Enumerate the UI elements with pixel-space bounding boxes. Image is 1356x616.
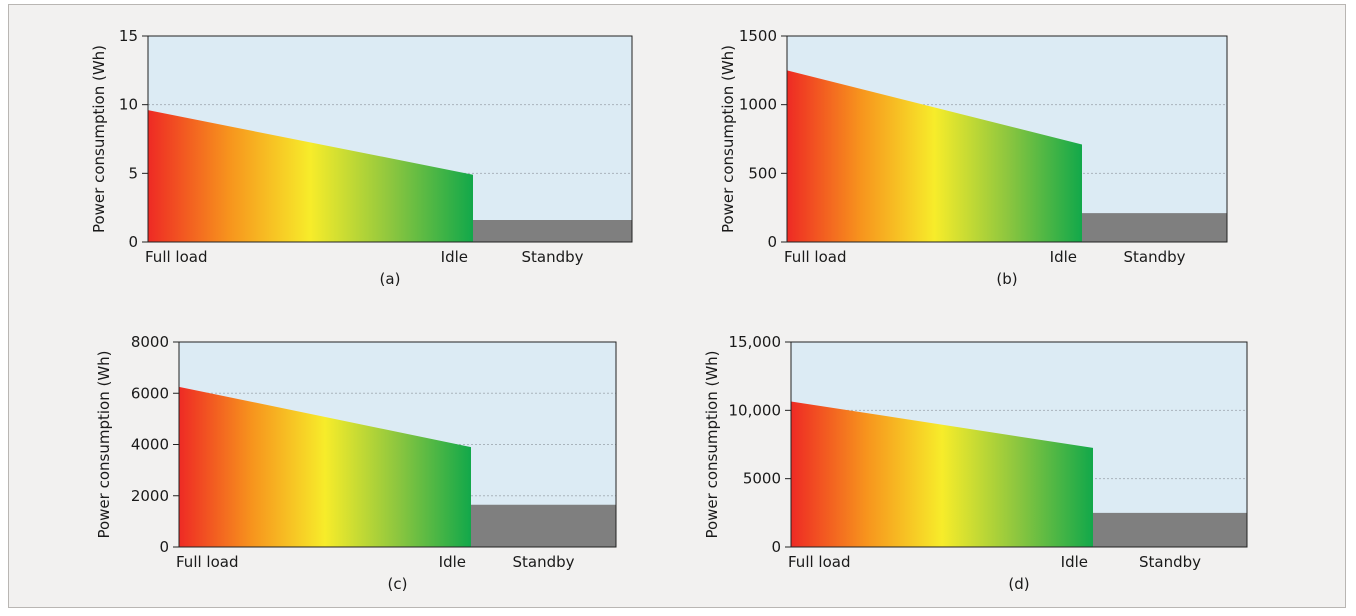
panel-c-y-tick-label: 2000: [131, 487, 169, 505]
panel-c-y-tick-label: 4000: [131, 436, 169, 454]
panel-a-y-tick-label: 15: [119, 27, 138, 45]
panel-d-standby-area: [1093, 512, 1247, 547]
panel-d-load-area: [791, 401, 1093, 547]
panel-d-axes-frame: [790, 341, 1248, 548]
panel-b-caption: (b): [996, 270, 1017, 288]
panel-d-y-tick-label: 0: [771, 538, 781, 556]
panel-a-x-tick-label: Full load: [145, 248, 207, 266]
panel-a-standby-area: [473, 220, 632, 242]
panel-c-y-tick-label: 0: [159, 538, 169, 556]
panel-c-x-tick-label: Idle: [439, 553, 466, 571]
panel-b-standby-area: [1082, 213, 1227, 242]
panel-c-caption: (c): [388, 575, 408, 593]
panel-c-y-tick-label: 8000: [131, 333, 169, 351]
panel-b-x-tick-label: Standby: [1123, 248, 1185, 266]
panel-a-caption: (a): [380, 270, 401, 288]
panel-c-x-tick-label: Standby: [512, 553, 574, 571]
figure-frame: 0 5 10 15 Power consumption (Wh) Full load Idl…: [8, 4, 1346, 608]
panel-a-axes-frame: [147, 35, 633, 243]
panel-d-x-tick-label: Full load: [788, 553, 850, 571]
panel-b-y-tick-label: 1500: [739, 27, 777, 45]
panel-d-y-tick-label: 15,000: [729, 333, 782, 351]
panel-a-y-axis-label: Power consumption (Wh): [90, 45, 108, 233]
panel-a-y-tick-label: 0: [128, 233, 138, 251]
panel-d-caption: (d): [1008, 575, 1029, 593]
panel-b-y-tick-label: 1000: [739, 96, 777, 114]
panel-a-x-tick-label: Idle: [441, 248, 468, 266]
panel-b-load-area: [787, 70, 1082, 242]
figure-svg: 0 5 10 15 Power consumption (Wh) Full load Idl…: [90, 27, 1248, 593]
panel-d-x-tick-label: Standby: [1139, 553, 1201, 571]
panel-a-y-tick-label: 10: [119, 96, 138, 114]
panel-c-standby-area: [471, 504, 616, 547]
panel-b-y-axis-label: Power consumption (Wh): [719, 45, 737, 233]
panel-d-y-tick-label: 10,000: [729, 401, 782, 419]
panel-b-x-tick-label: Idle: [1050, 248, 1077, 266]
panel-d-x-tick-label: Idle: [1061, 553, 1088, 571]
panel-b-y-tick-label: 0: [767, 233, 777, 251]
panel-c-y-axis-label: Power consumption (Wh): [95, 350, 113, 538]
panel-a-y-tick-label: 5: [128, 164, 138, 182]
panel-c-x-tick-label: Full load: [176, 553, 238, 571]
panel-c-load-area: [179, 386, 471, 547]
panel-d-y-tick-label: 5000: [743, 470, 781, 488]
panel-a-load-area: [148, 110, 473, 242]
panel-a-x-tick-label: Standby: [521, 248, 583, 266]
panel-d-y-axis-label: Power consumption (Wh): [703, 350, 721, 538]
panel-b-x-tick-label: Full load: [784, 248, 846, 266]
panel-b-y-tick-label: 500: [748, 164, 777, 182]
panel-b-axes-frame: [786, 35, 1228, 243]
panel-c-y-tick-label: 6000: [131, 384, 169, 402]
